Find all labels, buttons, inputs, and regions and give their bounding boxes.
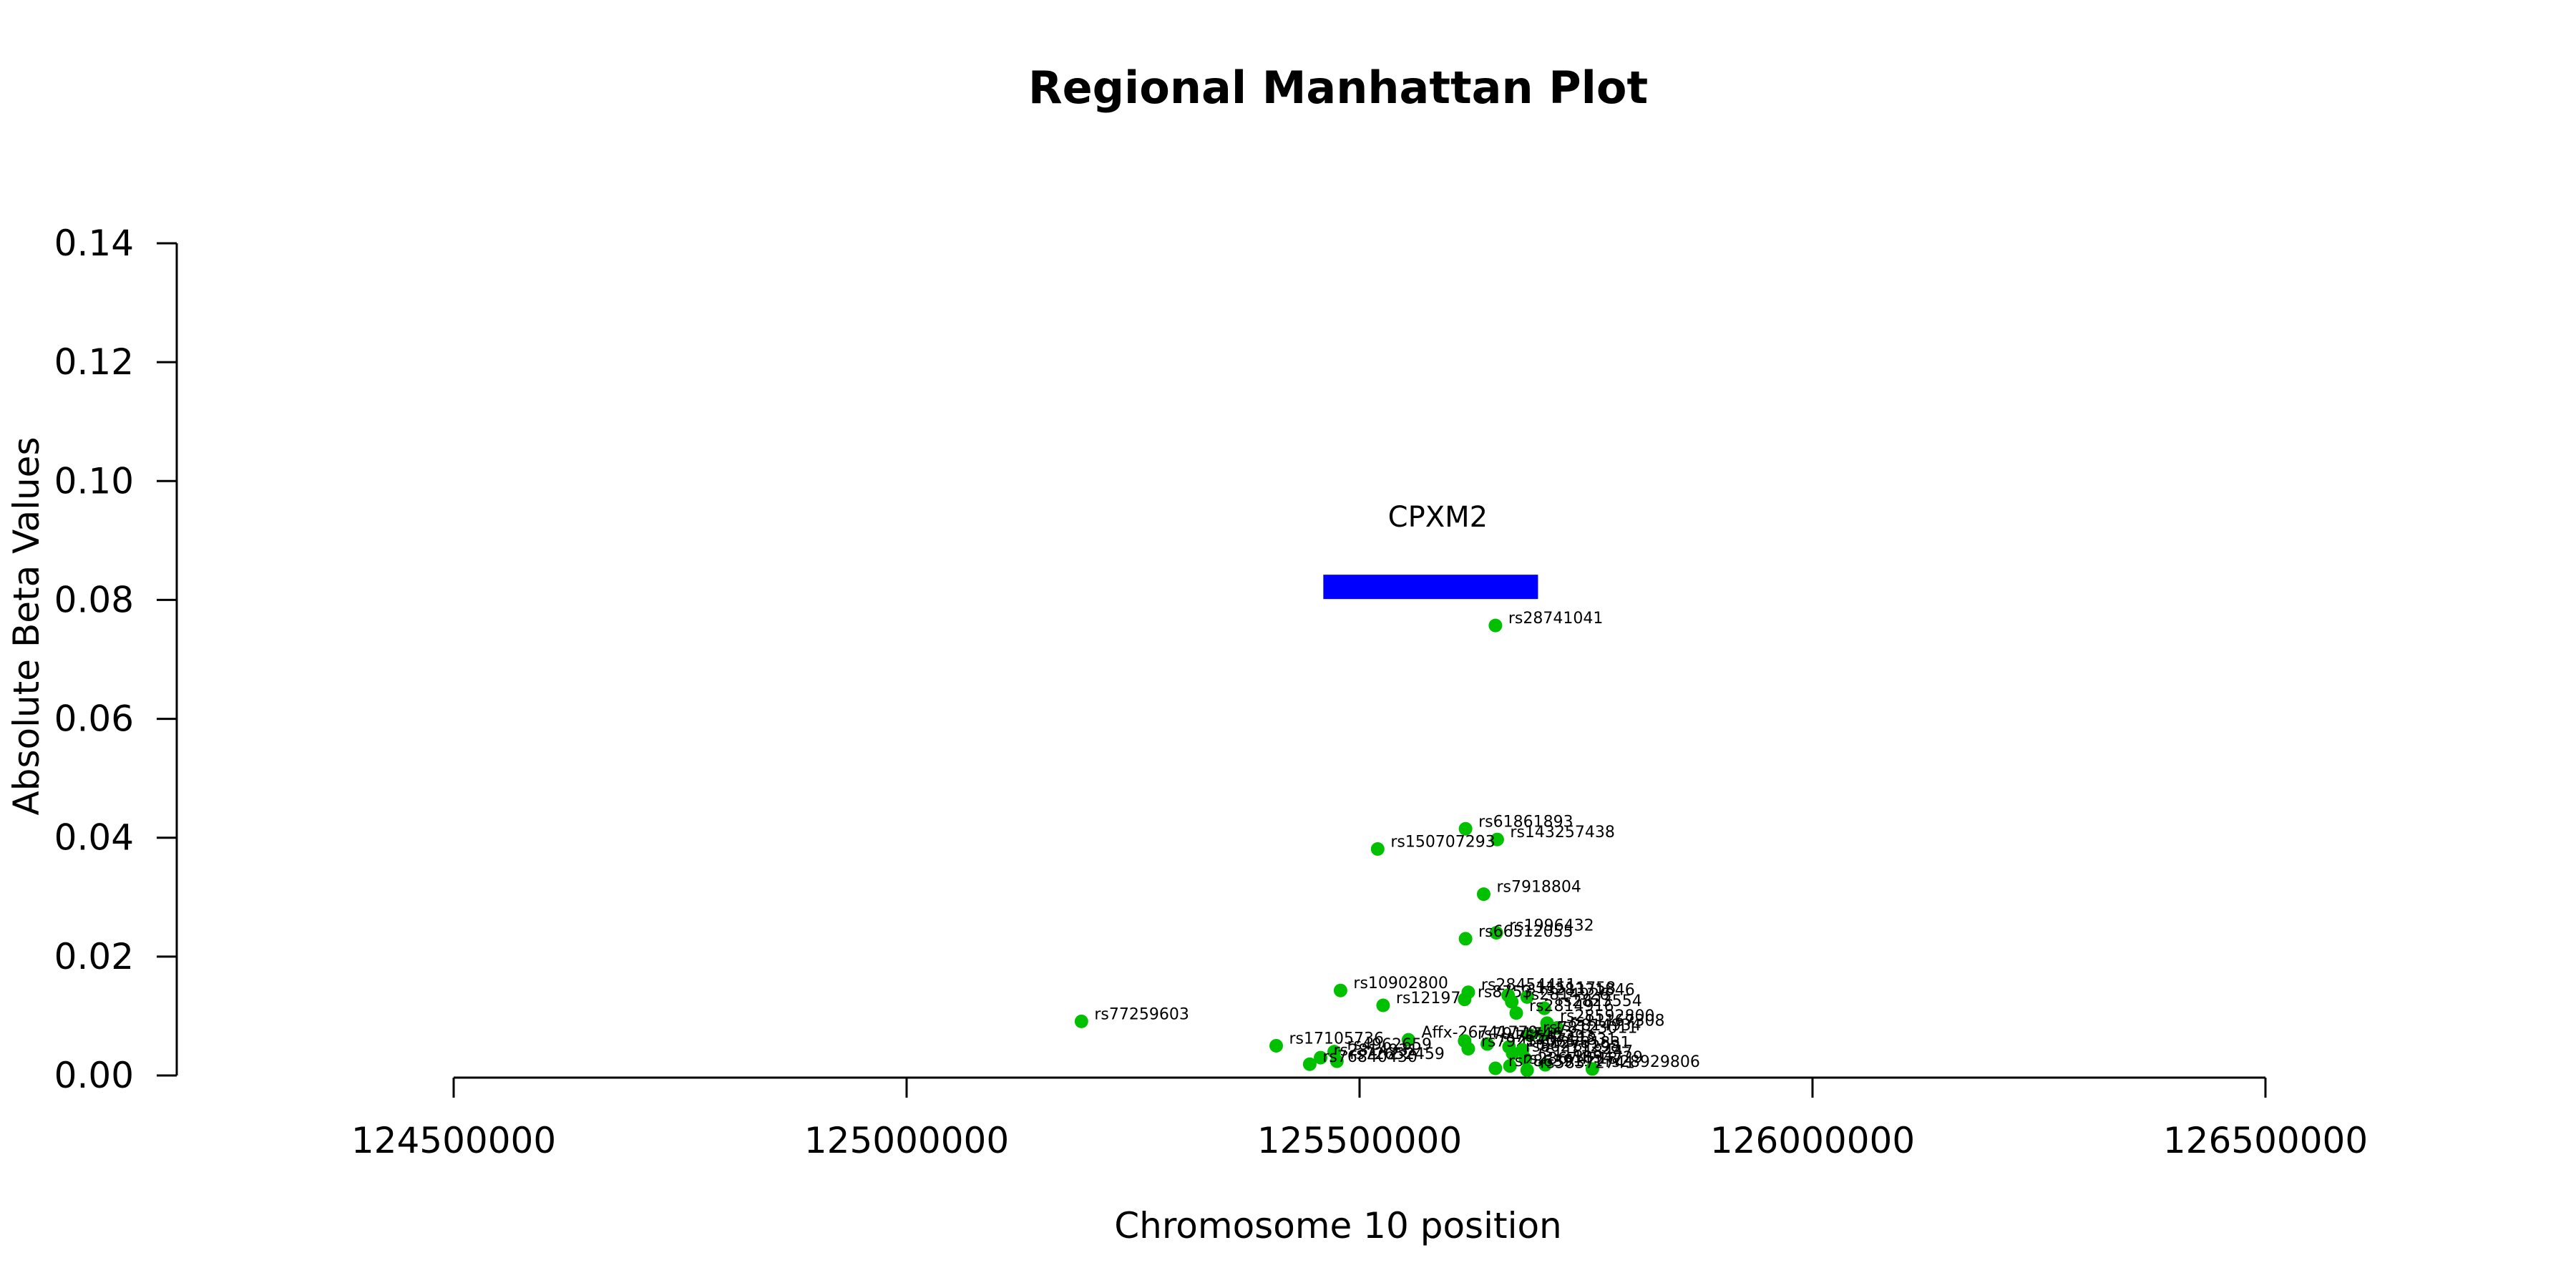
- data-point: [1480, 1037, 1495, 1051]
- data-point: [1536, 1025, 1551, 1040]
- data-point: [1509, 1006, 1523, 1020]
- data-point: [1520, 990, 1534, 1004]
- y-tick-label: 0.08: [54, 579, 134, 620]
- data-point: [1520, 1063, 1534, 1078]
- x-tick-label: 125500000: [1257, 1120, 1462, 1161]
- data-point: [1538, 1058, 1553, 1072]
- data-point-label: rs80271298: [1526, 1038, 1620, 1055]
- data-point-label: rs28674218: [1523, 1050, 1617, 1068]
- data-point: [1518, 1052, 1533, 1066]
- data-point-label: rs2823554: [1557, 992, 1642, 1010]
- gene-label: CPXM2: [1388, 501, 1488, 534]
- data-point: [1488, 1061, 1503, 1075]
- data-point: [1489, 926, 1503, 940]
- data-point: [1074, 1014, 1088, 1028]
- data-point-label: rs12781831: [1536, 1034, 1630, 1052]
- y-tick-label: 0.06: [54, 698, 134, 740]
- data-point: [1505, 995, 1519, 1009]
- data-point-label: rs11167308: [1570, 1013, 1664, 1030]
- y-tick-label: 0.02: [54, 936, 134, 977]
- data-point: [1523, 1028, 1537, 1043]
- axes: 0.00 0.02 0.04 0.06 0.08 0.10 0.12 0.14 12450000…: [54, 223, 2368, 1161]
- data-point: [1461, 1042, 1475, 1056]
- data-point: [1376, 998, 1390, 1013]
- data-point-label: rs11818447: [1538, 1043, 1633, 1061]
- data-point-label: rs2814931: [1334, 1042, 1419, 1060]
- data-point: [1458, 821, 1473, 836]
- data-point-label: rs28331846: [1540, 981, 1634, 999]
- chart-title: Regional Manhattan Plot: [1028, 62, 1648, 114]
- data-point-label: rs76840430: [1322, 1048, 1417, 1066]
- y-axis-label: Absolute Beta Values: [6, 437, 47, 816]
- data-point-label: rs11511758: [1521, 980, 1616, 997]
- data-point-label: rs150707293: [1390, 833, 1495, 851]
- y-tick-label: 0.12: [54, 341, 134, 383]
- data-point-label: rs72652459: [1350, 1045, 1444, 1063]
- data-point: [1333, 983, 1347, 997]
- data-point-label: rs1996432: [1509, 917, 1594, 935]
- data-point: [1269, 1038, 1284, 1053]
- data-point: [1458, 932, 1473, 946]
- data-point-label: rs28592800: [1560, 1008, 1654, 1025]
- gene-bar: [1323, 575, 1538, 600]
- data-point-label: rs2814934: [1556, 1017, 1641, 1035]
- data-point-label: rs8753: [1478, 984, 1533, 1002]
- data-point: [1503, 1059, 1517, 1073]
- y-tick-label: 0.14: [54, 223, 134, 264]
- data-point-label: rs75711831: [1522, 1031, 1616, 1049]
- data-point-label: rs17105736: [1289, 1030, 1384, 1048]
- data-point-label: rs77259603: [1094, 1005, 1189, 1023]
- data-point-label: rs28741041: [1508, 610, 1603, 628]
- data-point: [1330, 1054, 1344, 1068]
- data-point-label: rs10902800: [1353, 975, 1448, 992]
- data-point-label: rs76541293: [1501, 1028, 1595, 1046]
- data-point-label: rs12197: [1396, 990, 1461, 1008]
- x-tick-label: 125000000: [804, 1120, 1009, 1161]
- data-point: [1488, 618, 1503, 633]
- data-point: [1458, 992, 1472, 1007]
- y-tick-label: 0.00: [54, 1055, 134, 1096]
- data-point-label: rs143257438: [1510, 824, 1614, 841]
- data-point-label: rs7918804: [1496, 879, 1581, 897]
- data-point-label: rs78123011: [1543, 1020, 1637, 1038]
- data-point: [1537, 1001, 1551, 1015]
- data-point: [1401, 1033, 1415, 1047]
- x-tick-label: 126500000: [2163, 1120, 2368, 1161]
- data-point: [1550, 1021, 1564, 1035]
- x-tick-label: 124500000: [351, 1120, 556, 1161]
- x-tick-label: 126000000: [1710, 1120, 1915, 1161]
- data-point-label: rs28929806: [1605, 1053, 1699, 1071]
- data-point: [1476, 887, 1491, 902]
- data-point-label: Affx-26741779: [1421, 1024, 1538, 1042]
- data-point-label: rs2814926: [1525, 986, 1610, 1004]
- x-axis-label: Chromosome 10 position: [1114, 1205, 1562, 1246]
- data-point: [1314, 1050, 1328, 1065]
- gene-layer: CPXM2: [1323, 501, 1538, 600]
- data-point: [1490, 832, 1504, 847]
- data-point-label: rs61861893: [1478, 813, 1573, 831]
- data-point: [1585, 1062, 1599, 1076]
- data-point-label: rs58372741: [1540, 1055, 1634, 1073]
- data-point: [1370, 841, 1385, 856]
- data-point: [1302, 1057, 1317, 1071]
- data-point-label: rs4962659: [1347, 1036, 1433, 1054]
- y-tick-label: 0.10: [54, 460, 134, 502]
- data-point: [1506, 1046, 1520, 1060]
- data-point-label: rs1894729: [1558, 1049, 1644, 1067]
- y-tick-label: 0.04: [54, 817, 134, 859]
- data-point-label: rs66512055: [1478, 923, 1573, 941]
- data-point-label: rs2814916: [1529, 997, 1614, 1015]
